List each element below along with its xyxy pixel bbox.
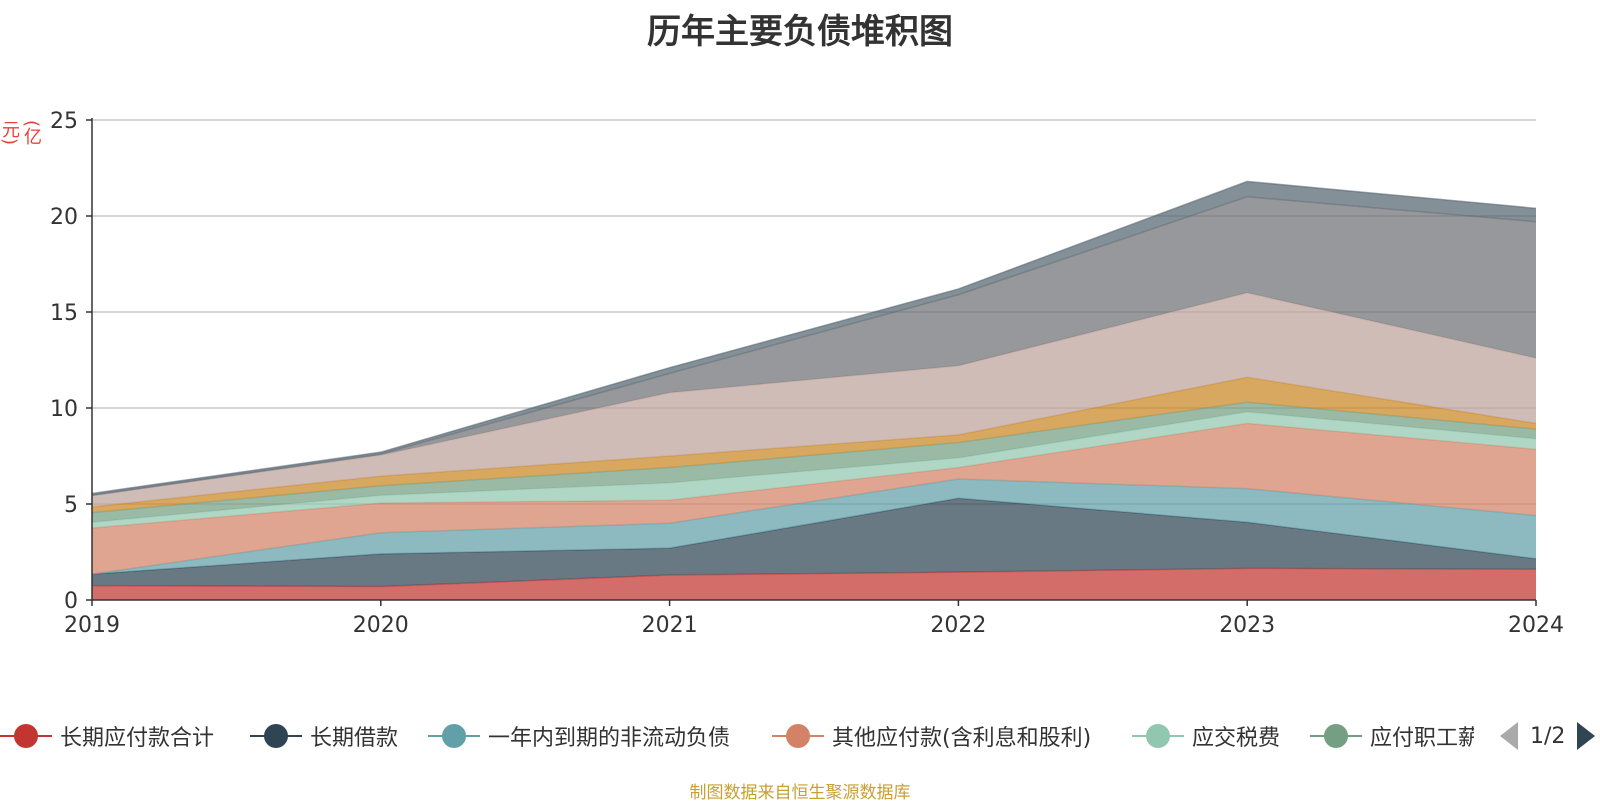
x-tick-label: 2020 [353, 613, 409, 638]
legend-marker-icon [428, 722, 480, 750]
legend-item[interactable]: 应付职工薪酬 [1310, 718, 1474, 754]
area-series-1 [92, 568, 1536, 600]
stacked-area-chart: 0 5 10 15 20 25 2019 2020 2021 2022 2023 2024 [50, 109, 1564, 638]
legend-label: 一年内到期的非流动负债 [488, 726, 731, 751]
area-series-8 [92, 292, 1536, 507]
x-tick-label: 2021 [642, 613, 698, 638]
legend-label: 其他应付款(含利息和股利) [832, 726, 1092, 751]
x-tick-label: 2019 [64, 613, 120, 638]
legend-item[interactable]: 一年内到期的非流动负债 [428, 718, 730, 754]
legend-item[interactable]: 应交税费 [1132, 718, 1280, 754]
area-series-2 [92, 498, 1536, 587]
legend-marker-icon [1132, 722, 1184, 750]
area-series-3 [92, 479, 1536, 575]
area-series-6 [92, 402, 1536, 523]
y-tick-label: 0 [64, 589, 78, 614]
legend-prev-page-icon[interactable] [1500, 722, 1518, 750]
y-tick-label: 15 [50, 301, 78, 326]
area-series-edge-10 [91, 180, 1537, 495]
legend-item[interactable]: 其他应付款(含利息和股利) [772, 718, 1091, 754]
y-tick-label: 5 [64, 493, 78, 518]
x-tick-label: 2023 [1219, 613, 1275, 638]
source-note: 制图数据来自恒生聚源数据库 [689, 783, 911, 803]
y-axis-unit-label: (亿元) [0, 120, 42, 146]
legend-marker-icon [772, 722, 824, 750]
legend-page-indicator: 1/2 [1530, 723, 1566, 749]
area-series-edge-2 [91, 497, 1537, 575]
area-series-9 [92, 196, 1536, 496]
legend-marker-icon [250, 722, 302, 750]
legend-pager: 1/2 [1500, 718, 1596, 754]
legend-next-page-icon[interactable] [1577, 722, 1596, 750]
legend-label: 长期应付款合计 [60, 726, 215, 751]
chart-title: 历年主要负债堆积图 [647, 12, 953, 52]
legend: 长期应付款合计 长期借款 一年内到期的非流动负债 其他应付款(含利息和股利) 应交税费 应… [0, 718, 1600, 758]
legend-label: 应交税费 [1192, 726, 1281, 751]
y-tick-label: 20 [50, 205, 78, 230]
area-series [91, 180, 1537, 600]
legend-marker-icon [1310, 722, 1362, 750]
legend-marker-icon [0, 722, 52, 750]
x-tick-label: 2024 [1508, 613, 1564, 638]
y-tick-label: 10 [50, 397, 78, 422]
legend-label: 长期借款 [310, 726, 399, 751]
area-series-4 [92, 423, 1536, 575]
legend-items-viewport: 长期应付款合计 长期借款 一年内到期的非流动负债 其他应付款(含利息和股利) 应交税费 应… [0, 718, 1474, 758]
area-series-5 [92, 411, 1536, 528]
axes: 0 5 10 15 20 25 2019 2020 2021 2022 2023 2024 [50, 109, 1564, 638]
y-tick-label: 25 [50, 109, 78, 134]
legend-label: 应付职工薪酬 [1370, 726, 1474, 751]
area-series-7 [92, 377, 1536, 513]
legend-item[interactable]: 长期借款 [250, 718, 398, 754]
x-tick-label: 2022 [930, 613, 986, 638]
legend-item[interactable]: 长期应付款合计 [0, 718, 214, 754]
